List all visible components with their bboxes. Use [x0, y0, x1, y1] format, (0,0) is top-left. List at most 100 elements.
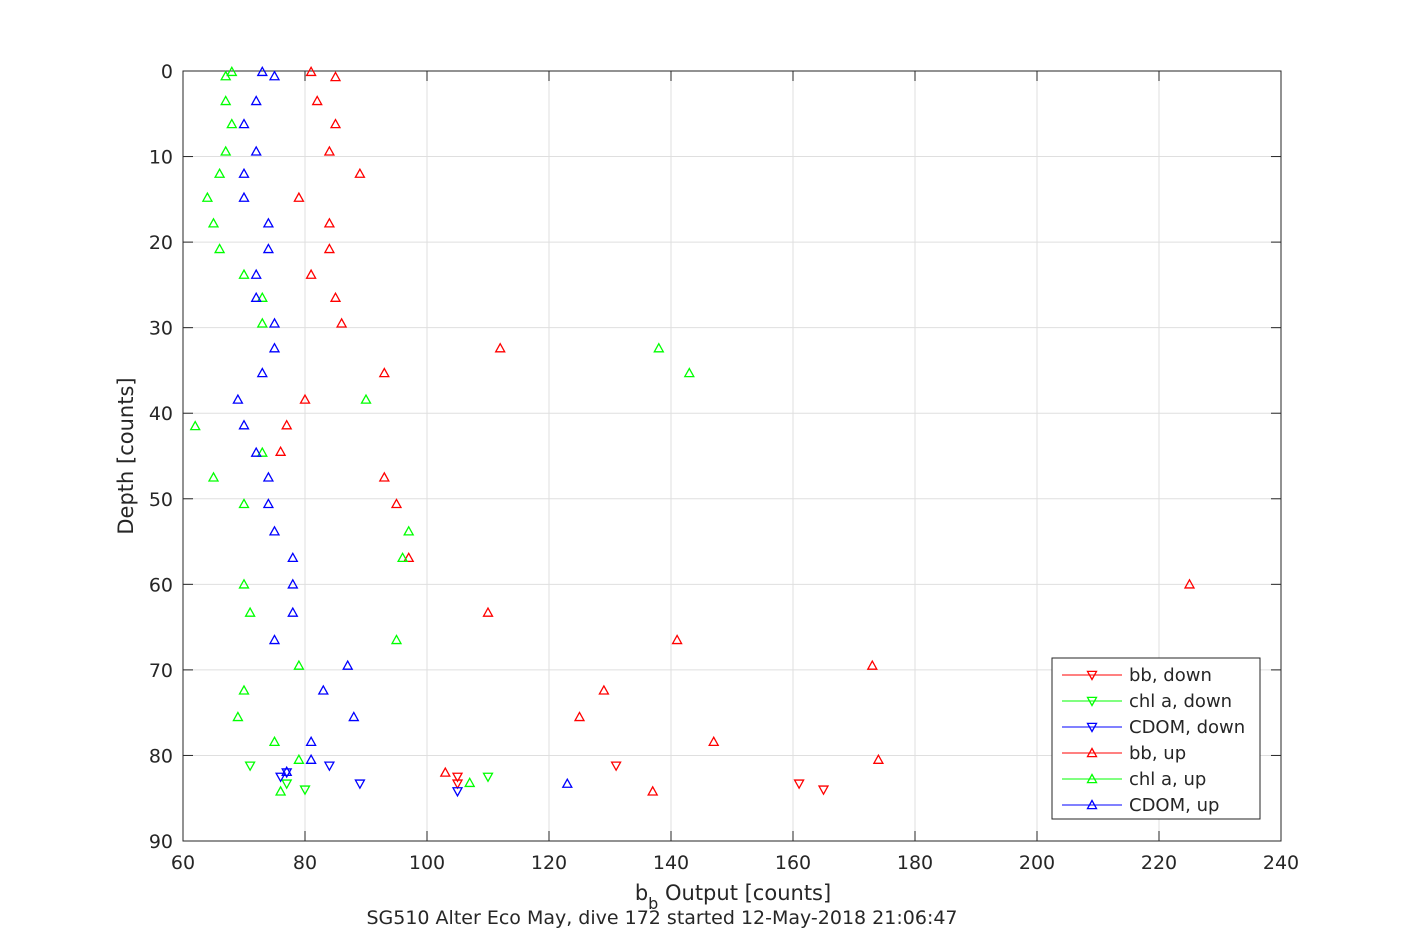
data-point: [262, 498, 275, 509]
legend-box: [1051, 657, 1261, 820]
axis-ticks: 60 80 100 120 140 160 180 200 220 240 0 10 20 30 40 50 6…: [149, 61, 1299, 874]
y-tick-label: 60: [149, 574, 173, 596]
data-point: [403, 525, 415, 536]
data-point: [378, 471, 390, 482]
y-tick-label: 40: [149, 403, 173, 425]
data-point: [866, 659, 878, 670]
data-point: [378, 367, 390, 378]
data-point: [244, 761, 256, 772]
data-point: [872, 753, 885, 764]
data-point: [561, 777, 573, 788]
series-3: [274, 66, 1196, 796]
y-tick-label: 70: [149, 660, 173, 682]
data-point: [390, 634, 403, 645]
data-point: [329, 291, 342, 302]
data-point: [817, 785, 830, 796]
data-point: [329, 118, 342, 129]
legend-items: bb, down chl a, down CDOM, down bb, up chl a…: [1062, 665, 1245, 816]
data-point: [317, 684, 329, 695]
data-point: [220, 70, 232, 81]
data-point: [287, 606, 299, 617]
data-point: [189, 420, 201, 431]
data-point: [299, 785, 311, 796]
x-tick-label: 60: [171, 852, 195, 874]
data-points: [189, 66, 1196, 798]
data-point: [256, 317, 268, 328]
x-tick-label: 220: [1141, 852, 1177, 874]
x-axis-label-main: b: [635, 881, 648, 905]
x-axis-label-rest: Output [counts]: [658, 881, 831, 905]
data-point: [262, 471, 275, 482]
x-tick-label: 140: [653, 852, 689, 874]
data-point: [354, 167, 366, 178]
data-point: [305, 268, 317, 279]
data-point: [238, 118, 250, 129]
data-point: [274, 445, 287, 456]
data-point: [354, 779, 366, 790]
x-tick-label: 200: [1019, 852, 1055, 874]
data-point: [390, 498, 403, 509]
data-point: [268, 634, 281, 645]
data-point: [323, 145, 336, 156]
legend-label: CDOM, down: [1129, 717, 1245, 738]
data-point: [287, 578, 299, 589]
data-point: [610, 761, 622, 772]
data-point: [305, 66, 317, 77]
data-point: [250, 145, 262, 156]
data-point: [342, 659, 354, 670]
grid-lines: [182, 70, 1282, 842]
y-tick-label: 50: [149, 489, 173, 511]
data-point: [293, 753, 305, 764]
data-point: [323, 217, 336, 228]
data-point: [464, 776, 476, 788]
legend-label: chl a, up: [1129, 769, 1206, 790]
plot-caption: SG510 Alter Eco May, dive 172 started 12…: [366, 907, 957, 929]
data-point: [671, 634, 683, 645]
data-point: [268, 317, 281, 328]
legend-marker: [1086, 799, 1098, 810]
data-point: [403, 551, 415, 563]
data-point: [329, 71, 342, 82]
data-point: [213, 243, 226, 254]
x-axis-label-subscript: b: [648, 894, 658, 913]
data-point: [256, 291, 268, 302]
data-point: [256, 66, 268, 77]
data-point: [299, 393, 311, 404]
data-point: [268, 735, 281, 747]
data-point: [439, 766, 451, 777]
data-point: [256, 367, 268, 378]
data-point: [262, 217, 275, 228]
data-point: [274, 772, 287, 783]
data-point: [451, 772, 464, 783]
legend-marker: [1086, 773, 1098, 784]
data-point: [220, 95, 232, 106]
data-point: [232, 711, 244, 722]
data-point: [287, 551, 299, 563]
data-point: [238, 268, 250, 279]
data-point: [653, 342, 665, 353]
legend-marker: [1086, 670, 1098, 681]
data-point: [1183, 578, 1196, 589]
data-point: [207, 471, 220, 482]
data-point: [281, 419, 293, 430]
data-point: [250, 291, 262, 302]
data-point: [348, 711, 360, 722]
axes-box: [182, 70, 1282, 842]
data-point: [311, 95, 323, 106]
y-tick-label: 20: [149, 232, 173, 254]
data-point: [451, 779, 464, 790]
data-point: [323, 243, 336, 254]
legend-label: chl a, down: [1129, 691, 1232, 712]
data-point: [598, 684, 610, 695]
x-tick-label: 160: [775, 852, 811, 874]
data-point: [305, 753, 317, 764]
data-point: [244, 606, 256, 617]
data-point: [250, 268, 262, 279]
data-point: [220, 145, 232, 156]
data-point: [238, 498, 250, 509]
data-point: [482, 772, 494, 783]
data-point: [250, 446, 262, 457]
legend-label: CDOM, up: [1129, 795, 1219, 816]
y-tick-label: 90: [149, 831, 173, 853]
